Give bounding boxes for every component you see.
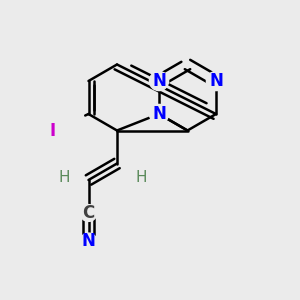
Circle shape [149,104,169,124]
Circle shape [206,71,226,91]
Circle shape [44,122,61,139]
Text: H: H [59,169,70,184]
Text: N: N [209,72,223,90]
Circle shape [149,71,169,91]
Circle shape [134,169,148,184]
Text: N: N [152,105,166,123]
Circle shape [80,233,97,250]
Text: H: H [135,169,147,184]
Text: N: N [82,232,95,250]
Circle shape [57,169,72,184]
Text: I: I [50,122,56,140]
Text: N: N [152,72,166,90]
Circle shape [80,205,97,221]
Text: C: C [82,204,94,222]
